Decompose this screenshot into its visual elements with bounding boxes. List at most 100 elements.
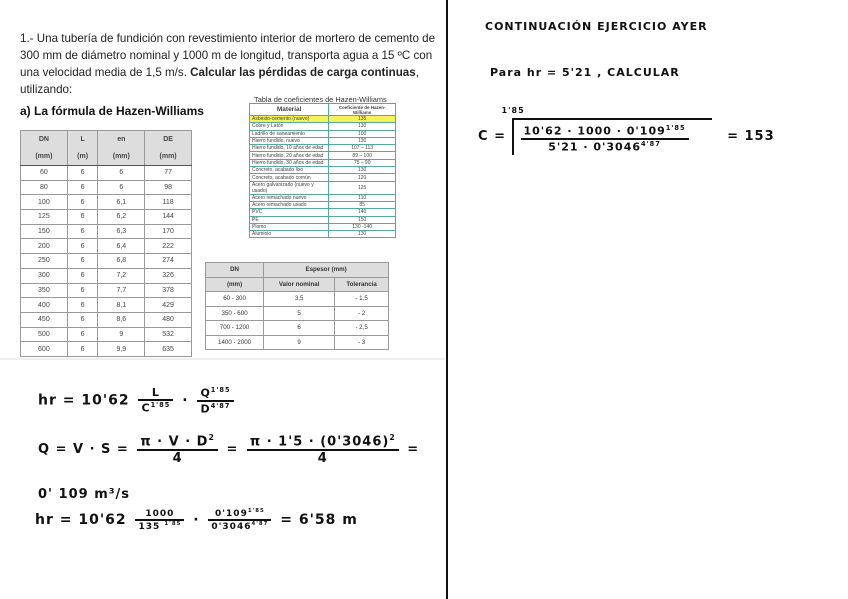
table-cell: 6 [66, 179, 99, 196]
table-cell: 500 [20, 326, 68, 343]
table-cell: 77 [144, 165, 192, 181]
table-cell: 6 [66, 267, 99, 284]
table-cell: 6 [66, 341, 99, 357]
table-cell: 6,3 [97, 223, 146, 240]
table-row: Hierro fundido, 10 años de edad 107 – 113 [248, 144, 396, 153]
exponent: 1'85 [210, 386, 231, 394]
table-cell: 7,2 [97, 267, 146, 284]
table-cell: 600 [20, 341, 68, 357]
th-unit: (m) [66, 148, 99, 166]
table-row: PE 150 [248, 215, 396, 224]
table-cell: Concreto, acabado común [248, 173, 330, 182]
table-row: 125 6 6,2 144 [20, 209, 192, 225]
table-row: 350 - 600 5- 2 [204, 305, 389, 321]
th-coef: Coeficiente de Hazen-Williams [328, 103, 396, 116]
table-cell: 9 [263, 334, 336, 350]
table-cell: 100 [328, 129, 396, 138]
table-cell: 60 [20, 165, 68, 181]
table-row: Hierro fundido, 20 años de edad 89 – 100 [248, 151, 396, 160]
problem-text: 1.- Una tubería de fundición con revesti… [20, 32, 436, 79]
text: 0'109 [215, 509, 248, 519]
table-row: Hierro fundido, nuevo 130 [248, 136, 396, 146]
table-cell: 6 [97, 179, 146, 196]
table-cell: 144 [144, 209, 192, 225]
table-cell: PVC [248, 208, 330, 217]
text: 1000 [135, 509, 185, 521]
table-cell: 700 - 1200 [204, 320, 265, 336]
head-loss-calculation: hr = 10'62 1000 135 1'85 · 0'1091'85 0'304… [35, 508, 358, 532]
text: 4 [172, 451, 183, 467]
hw-formula-line: hr = 10'62 L C1'85 · Q1'85 D4'87 [38, 386, 237, 415]
exponent: 4'87 [251, 521, 269, 527]
table-cell: Hierro fundido, 30 años de edad [248, 158, 330, 168]
table-cell: 6 [66, 282, 99, 299]
exponent: 1'85 [164, 520, 182, 527]
text: C [141, 401, 151, 415]
section-subtitle: a) La fórmula de Hazen-Williams [20, 104, 204, 118]
table-cell: 300 [20, 267, 68, 284]
table-cell: 450 [20, 311, 68, 328]
table-cell: 6,1 [97, 194, 146, 211]
exponent: 1'85 [665, 124, 686, 132]
table-cell: 130 [328, 122, 396, 131]
table-cell: 107 – 113 [328, 144, 396, 153]
table-cell: 110 [328, 193, 396, 202]
table-row: 250 6 6,8 274 [20, 253, 192, 269]
table-row: Hierro fundido, 30 años de edad 75 – 90 [248, 158, 396, 168]
table-cell: 6 [66, 297, 99, 313]
table-cell: 8,1 [97, 297, 146, 313]
table-cell: 6 [66, 326, 99, 343]
table-cell: 98 [144, 179, 192, 196]
table-cell: 350 - 600 [204, 305, 265, 321]
table-row: Asbesto-cemento (nuevo) 135 [248, 114, 396, 124]
table-cell: 9,9 [97, 341, 146, 357]
table-cell: Acero remachado nuevo [248, 193, 330, 202]
table-cell: 6 [66, 253, 99, 269]
table-row: 100 6 6,1 118 [20, 194, 192, 211]
table-cell: 89 – 100 [328, 151, 396, 160]
table-cell: PE [248, 215, 330, 224]
problem-task: Calcular las pérdidas de carga continuas [190, 66, 416, 79]
table-cell: 5 [263, 305, 336, 321]
th-unit: (mm) [144, 148, 192, 166]
table-cell: 150 [328, 215, 396, 224]
table-cell: 3,5 [263, 291, 336, 307]
table-cell: - 2 [334, 305, 389, 321]
table-cell: 120 [328, 173, 396, 182]
table-cell: 350 [20, 282, 68, 299]
table-cell: Aluminio [248, 230, 330, 239]
th-unit: (mm) [97, 148, 146, 166]
table-cell: 480 [144, 311, 192, 328]
table-cell: 130 [328, 166, 396, 175]
table-cell: 1400 - 2000 [204, 334, 265, 350]
table-cell: 130 [328, 230, 396, 239]
table-cell: - 2,5 [334, 320, 389, 336]
table-row: 150 6 6,3 170 [20, 223, 192, 240]
table-cell: Asbesto-cemento (nuevo) [248, 114, 330, 124]
text: hr = 10'62 [35, 512, 127, 528]
table-row: Concreto, acabado común 120 [248, 173, 396, 182]
hazen-williams-table: Material Coeficiente de Hazen-Williams As… [248, 103, 396, 239]
table-cell: 6 [263, 320, 336, 336]
table-row: 1400 - 2000 9- 3 [204, 334, 389, 350]
th-l: L [66, 130, 99, 148]
table-cell: Acero galvanizado (nuevo y usado) [248, 180, 330, 195]
table-cell: 80 [20, 179, 68, 196]
th-de: DE [144, 130, 192, 148]
table-cell: 635 [144, 341, 192, 357]
text: hr = 10'62 [38, 392, 130, 409]
table-cell: 6 [66, 194, 99, 211]
table-cell: Hierro fundido, 10 años de edad [248, 144, 330, 153]
table-cell: Acero remachado usado [248, 200, 330, 210]
table-cell: 6 [66, 311, 99, 328]
table-cell: 85 [328, 200, 396, 210]
table-cell: 6 [66, 238, 99, 255]
table-row: 60 6 6 77 [20, 165, 192, 181]
table-cell: 378 [144, 282, 192, 299]
table-cell: Hierro fundido, nuevo [248, 136, 330, 146]
table-cell: 125 [328, 180, 396, 195]
th-unit: (mm) [204, 276, 265, 292]
table-row: Cobre y Latón 130 [248, 122, 396, 131]
table-cell: 6,4 [97, 238, 146, 255]
table-cell: 532 [144, 326, 192, 343]
